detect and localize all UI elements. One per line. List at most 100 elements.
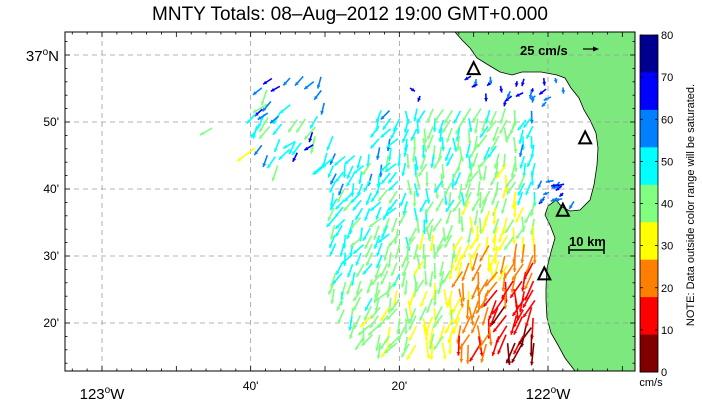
- current-vector: [377, 189, 389, 202]
- current-vector: [278, 148, 290, 161]
- current-vector: [407, 179, 413, 196]
- current-vector: [388, 180, 399, 192]
- current-vector: [525, 306, 533, 328]
- current-vector: [454, 246, 462, 263]
- current-vector: [433, 180, 443, 194]
- current-vector: [470, 315, 481, 334]
- current-vector: [477, 164, 483, 181]
- current-vector: [448, 336, 452, 355]
- current-vectors: [199, 75, 575, 366]
- current-vector: [451, 297, 462, 314]
- current-vector: [334, 206, 344, 218]
- current-vector: [399, 192, 407, 207]
- current-vector: [236, 147, 256, 162]
- current-vector: [484, 281, 498, 298]
- current-vector: [377, 233, 390, 244]
- current-vector: [471, 281, 480, 300]
- current-vector: [551, 183, 559, 188]
- current-vector: [388, 199, 398, 212]
- current-vector: [344, 155, 356, 165]
- current-vector: [542, 191, 550, 196]
- current-vector: [387, 171, 398, 184]
- current-vector: [471, 264, 482, 282]
- current-vector: [452, 165, 461, 180]
- current-vector: [506, 343, 512, 366]
- current-vector: [425, 171, 430, 187]
- current-vector: [550, 197, 558, 203]
- current-vector: [444, 147, 452, 162]
- current-vector: [433, 335, 444, 351]
- current-vector: [343, 191, 354, 203]
- current-vector: [526, 154, 534, 168]
- current-vector: [499, 85, 503, 93]
- current-vector: [387, 147, 392, 161]
- current-vector: [365, 243, 373, 258]
- current-vector: [329, 243, 337, 256]
- graticule: [65, 32, 635, 371]
- current-vector: [413, 260, 424, 276]
- current-vector: [445, 199, 455, 213]
- current-vector: [568, 201, 575, 210]
- current-vector: [488, 76, 493, 85]
- current-vector: [495, 164, 507, 179]
- current-vector: [376, 254, 383, 269]
- current-vector: [512, 335, 524, 355]
- current-vector: [445, 153, 454, 167]
- map-frame: [64, 31, 636, 372]
- current-vector: [461, 262, 470, 282]
- current-vector: [273, 138, 281, 153]
- current-vector: [525, 181, 532, 196]
- current-vector: [364, 208, 371, 222]
- current-vector: [555, 197, 563, 202]
- current-vector: [417, 95, 422, 102]
- current-vector: [373, 225, 380, 240]
- current-vector: [403, 280, 408, 296]
- current-vector: [520, 244, 526, 264]
- current-vector: [422, 138, 428, 153]
- current-vector: [542, 78, 547, 86]
- current-vector: [352, 199, 362, 211]
- current-vector: [433, 289, 437, 306]
- current-vector: [492, 207, 497, 225]
- current-vector: [338, 183, 344, 196]
- colorbar-tick-label: 80: [661, 30, 673, 42]
- current-vector: [511, 191, 517, 209]
- current-vector: [503, 100, 507, 107]
- longitude-label: 20': [392, 379, 408, 393]
- current-vector: [454, 254, 463, 272]
- current-vector: [443, 234, 453, 249]
- current-vector: [391, 217, 398, 233]
- current-vector: [515, 92, 524, 98]
- current-vector: [448, 262, 454, 280]
- colorbar-segment: [640, 72, 658, 111]
- current-vector: [452, 137, 458, 152]
- current-vector: [416, 218, 421, 234]
- current-vector: [246, 112, 257, 124]
- colorbar-segment: [640, 184, 658, 223]
- current-vector: [365, 192, 372, 206]
- current-vector: [260, 89, 268, 106]
- current-vector: [335, 262, 344, 276]
- current-vector: [499, 119, 508, 135]
- current-vector: [518, 144, 524, 157]
- radar-stations: [466, 59, 593, 281]
- current-vector: [432, 314, 443, 329]
- current-vector: [349, 237, 363, 248]
- land-coastline: [454, 32, 635, 371]
- current-vector: [472, 108, 482, 123]
- colorbar-ticks: 80 70 60 50 40 30 20 10 0: [640, 30, 673, 379]
- current-vector: [495, 325, 508, 345]
- current-vector: [501, 272, 506, 292]
- current-vector: [326, 135, 334, 151]
- current-vector: [250, 126, 260, 139]
- current-vector: [380, 128, 392, 139]
- current-vector: [409, 308, 417, 323]
- current-vector: [498, 235, 509, 251]
- current-vector: [452, 236, 463, 251]
- current-vector: [466, 227, 472, 244]
- current-vector: [390, 262, 398, 277]
- current-vector: [419, 199, 428, 213]
- current-vector: [441, 136, 446, 151]
- current-vector: [461, 107, 472, 122]
